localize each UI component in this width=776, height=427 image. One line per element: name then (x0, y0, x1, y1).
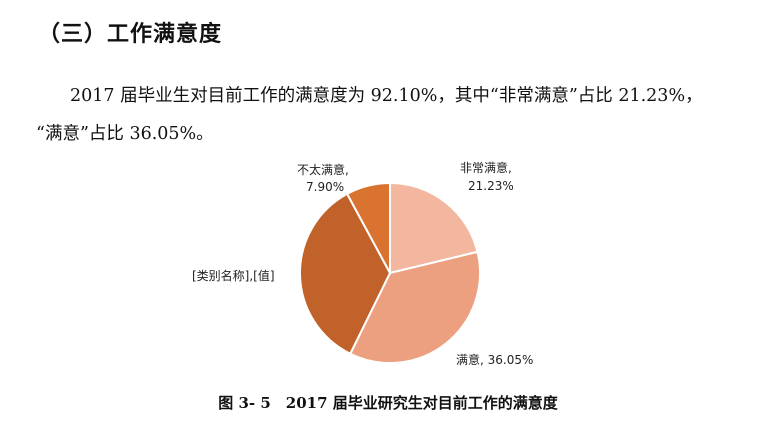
pie-slice-3 (345, 181, 391, 274)
label-very-satisfied-value: 21.23% (468, 179, 514, 193)
label-placeholder-category: [类别名称],[值] (192, 268, 275, 283)
label-not-very-satisfied-name: 不太满意, (297, 162, 349, 177)
summary-paragraph: 2017 届毕业生对目前工作的满意度为 92.10%，其中“非常满意”占比 21… (36, 77, 760, 153)
pie-slice-0 (389, 181, 479, 275)
summary-line-1: 2017 届毕业生对目前工作的满意度为 92.10%，其中“非常满意”占比 21… (70, 86, 703, 106)
pie-slice-2 (299, 192, 392, 356)
summary-line-2: “满意”占比 36.05%。 (36, 124, 214, 144)
label-satisfied: 满意, 36.05% (456, 352, 533, 367)
label-not-very-satisfied-value: 7.90% (306, 180, 344, 194)
section-heading: （三）工作满意度 (38, 22, 223, 47)
pie-slice-1 (348, 250, 481, 364)
label-very-satisfied-name: 非常满意, (460, 160, 512, 175)
figure-caption: 图 3- 5 2017 届毕业研究生对目前工作的满意度 (218, 394, 558, 412)
